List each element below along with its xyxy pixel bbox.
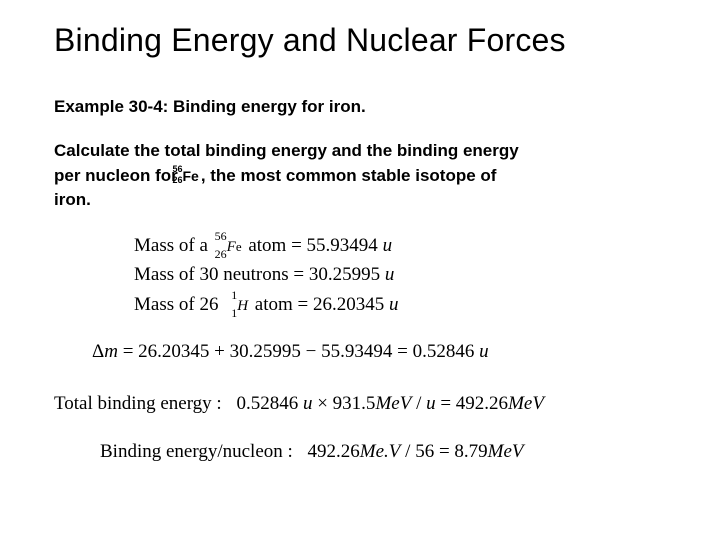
body-line-2b: , the most common stable isotope of: [201, 166, 497, 185]
mass-equations: Mass of a 5626Fe atom = 55.93494 u Mass …: [54, 231, 666, 319]
isotope-symbol: Fe: [182, 168, 198, 184]
pernuc-mev2: MeV: [488, 441, 524, 462]
eq3-value: atom = 26.20345: [250, 294, 389, 315]
slide: Binding Energy and Nuclear Forces Exampl…: [0, 0, 720, 540]
total-label: Total binding energy :: [54, 393, 222, 414]
body-line-3: iron.: [54, 188, 666, 213]
body-line-2: per nucleon for 5626Fe, the most common …: [54, 164, 666, 189]
example-label: Example 30-4: Binding energy for iron.: [54, 97, 666, 117]
total-unit-u2: u: [426, 393, 436, 414]
delta-calc: = 26.20345 + 30.25995 − 55.93494 = 0.528…: [118, 341, 479, 362]
pernuc-mev1: Me.V: [360, 441, 401, 462]
pernuc-calc: / 56 = 8.79: [400, 441, 487, 462]
slide-title: Binding Energy and Nuclear Forces: [54, 22, 666, 59]
fe-atomic-number: 26: [215, 245, 227, 264]
delta-symbol: Δ: [92, 341, 104, 362]
fe-mass-number: 56: [215, 227, 227, 246]
pernuc-total: 492.26: [303, 441, 360, 462]
delta-unit: u: [479, 341, 489, 362]
eq1-unit: u: [383, 235, 393, 256]
total-binding-energy: Total binding energy : 0.52846 u × 931.5…: [54, 393, 666, 415]
eq1-prefix: Mass of a: [134, 235, 213, 256]
eq2-unit: u: [385, 264, 395, 285]
total-mev2: MeV: [508, 393, 544, 414]
eq3-prefix: Mass of 26: [134, 294, 223, 315]
eq2-text: Mass of 30 neutrons = 30.25995: [134, 264, 385, 285]
problem-statement: Calculate the total binding energy and t…: [54, 139, 666, 213]
h-atomic-number: 1: [231, 304, 237, 323]
total-per: /: [411, 393, 426, 414]
h-isotope-notation: 11H: [237, 290, 248, 319]
pernuc-label: Binding energy/nucleon :: [100, 441, 293, 462]
iron-isotope: 5626Fe: [182, 166, 198, 186]
mass-fe-atom: Mass of a 5626Fe atom = 55.93494 u: [134, 231, 666, 260]
body-line-2a: per nucleon for: [54, 166, 182, 185]
mass-hydrogen: Mass of 26 11H atom = 26.20345 u: [134, 290, 666, 319]
binding-energy-per-nucleon: Binding energy/nucleon : 492.26Me.V / 56…: [54, 441, 666, 463]
mass-defect-equation: Δm = 26.20345 + 30.25995 − 55.93494 = 0.…: [54, 341, 666, 363]
isotope-atomic-number: 26: [172, 174, 182, 187]
eq1-value: atom = 55.93494: [244, 235, 383, 256]
fe-isotope-notation: 5626Fe: [227, 231, 242, 260]
total-conversion: × 931.5: [312, 393, 375, 414]
h-mass-number: 1: [231, 286, 237, 305]
delta-m: m: [104, 341, 118, 362]
fe-symbol-e: e: [236, 239, 242, 254]
total-mev1: MeV: [375, 393, 411, 414]
total-result: = 492.26: [436, 393, 508, 414]
total-mass-defect: 0.52846: [232, 393, 303, 414]
h-symbol: H: [237, 298, 248, 314]
body-line-1: Calculate the total binding energy and t…: [54, 139, 666, 164]
mass-neutrons: Mass of 30 neutrons = 30.25995 u: [134, 260, 666, 289]
fe-symbol-f: F: [227, 239, 236, 255]
eq3-unit: u: [389, 294, 399, 315]
